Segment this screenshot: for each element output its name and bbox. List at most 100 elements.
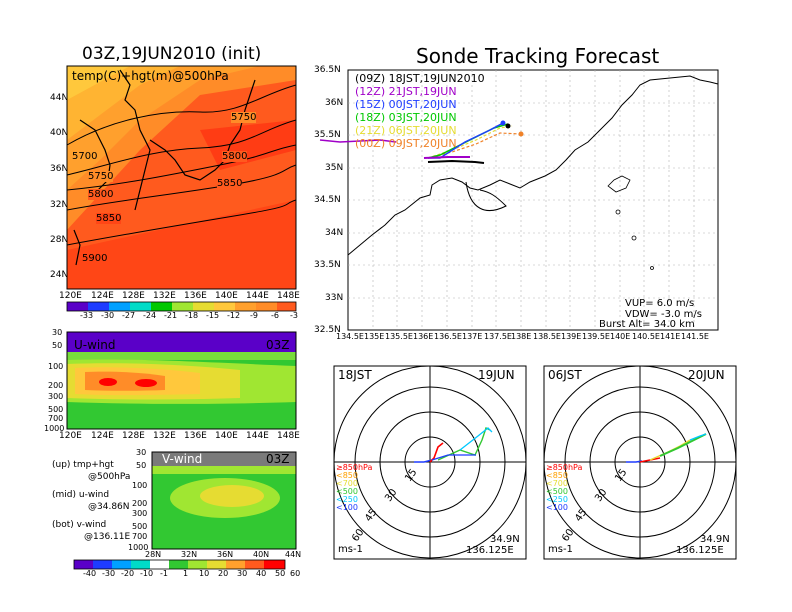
level-entry: ≥850hPa [336,463,373,472]
p-tick: 300 [132,509,148,518]
lon-tick: 134.5E [336,332,364,341]
hodo1-unit: ms-1 [338,544,363,555]
lon-tick: 139.5E [582,332,610,341]
p-tick: 700 [132,532,148,541]
legend-entry: (09Z) 18JST,19JUN2010 [355,72,485,85]
colorbar-label: -6 [271,311,279,320]
lon-tick: 144E [246,431,269,441]
colorbar-label: 60 [290,569,301,578]
lon-tick: 138E [511,332,532,341]
p-tick: 1000 [44,424,65,433]
lon-tick: 140E [215,291,238,301]
p-tick: 30 [136,448,147,457]
lon-tick: 141.5E [681,332,709,341]
lon-tick: 137E [462,332,483,341]
colorbar-label: -15 [206,311,220,320]
lat-tick: 32N [181,550,198,559]
lat-tick: 33N [325,293,344,303]
colorbar-label: -12 [227,311,241,320]
level-entry: <850 [546,471,568,480]
level-entry: <500 [336,487,358,496]
lat-tick: 34N [325,228,344,238]
contour-label: 5800 [222,151,248,162]
colorbar-label: -9 [250,311,258,320]
note-line: @34.86N [88,502,130,512]
lat-tick: 32.5N [314,325,341,335]
note-line: (up) tmp+hgt [52,460,114,470]
hodo1-lat: 34.9N [490,534,520,545]
colorbar-label: 10 [199,569,210,578]
level-entry: <700 [336,479,358,488]
p-tick: 1000 [128,543,149,552]
lon-tick: 141E [660,332,681,341]
lon-tick: 128E [122,291,145,301]
note-line: @136.11E [84,532,131,542]
lon-tick: 120E [59,291,82,301]
lat-tick: 34.5N [314,195,341,205]
hodograph-19jun [333,365,527,560]
hodo2-lon: 136.125E [676,545,724,556]
hodo2-lat: 34.9N [700,534,730,545]
p-tick: 200 [48,381,64,390]
temp-height-map [66,65,297,290]
p-tick: 30 [52,328,63,337]
p-tick: 300 [48,392,64,401]
p-tick: 50 [136,461,147,470]
lon-tick: 132E [153,431,176,441]
legend-entry: (12Z) 21JST,19JUN [355,85,457,98]
hodo1-date: 19JUN [478,368,515,382]
colorbar-label: -3 [290,311,298,320]
contour-label: 5850 [217,178,243,189]
contour-label: 5750 [88,171,114,182]
uwind-label: U-wind [74,338,116,352]
contour-label: 5700 [72,151,98,162]
colorbar-label: -21 [164,311,178,320]
level-entry: <100 [336,503,358,512]
hodo2-time: 06JST [548,368,582,382]
lat-tick: 44N [50,93,69,103]
lon-tick: 136E [413,332,434,341]
legend-entry: (00Z) 09JST,20JUN [355,137,457,150]
lon-tick: 140.5E [632,332,660,341]
contour-label: 5800 [88,189,114,200]
colorbar-label: -1 [160,569,168,578]
map-panel-label: temp(C)+hgt(m)@500hPa [72,69,229,83]
lon-tick: 136E [184,431,207,441]
hodo2-date: 20JUN [688,368,725,382]
uwind-time: 03Z [266,338,290,352]
sonde-track-map [319,69,719,331]
lat-tick: 35N [325,163,344,173]
wind-colorbar [73,559,286,570]
p-tick: 200 [132,499,148,508]
p-tick: 100 [132,481,148,490]
contour-label: 5850 [96,213,122,224]
lon-tick: 144E [246,291,269,301]
colorbar-label: -27 [122,311,136,320]
note-line: @500hPa [88,472,131,482]
hodo1-time: 18JST [338,368,372,382]
lon-tick: 138.5E [533,332,561,341]
lon-tick: 136E [184,291,207,301]
p-tick: 100 [48,362,64,371]
lat-tick: 28N [50,235,69,245]
colorbar-label: 40 [256,569,267,578]
lon-tick: 140E [215,431,238,441]
lon-tick: 139E [561,332,582,341]
p-tick: 500 [48,405,64,414]
lat-tick: 40N [253,550,270,559]
p-tick: 50 [52,341,63,350]
lon-tick: 148E [277,291,300,301]
level-entry: <250 [336,495,358,504]
colorbar-label: -10 [140,569,154,578]
uwind-cross-section [66,331,297,430]
lon-tick: 136.5E [434,332,462,341]
param-line: VUP= 6.0 m/s [625,298,695,309]
lat-tick: 33.5N [314,260,341,270]
lat-tick: 32N [50,200,69,210]
left-title: 03Z,19JUN2010 (init) [82,44,262,64]
colorbar-label: 1 [183,569,189,578]
lon-tick: 140E [610,332,631,341]
colorbar-label: -40 [83,569,97,578]
contour-label: 5750 [231,112,257,123]
